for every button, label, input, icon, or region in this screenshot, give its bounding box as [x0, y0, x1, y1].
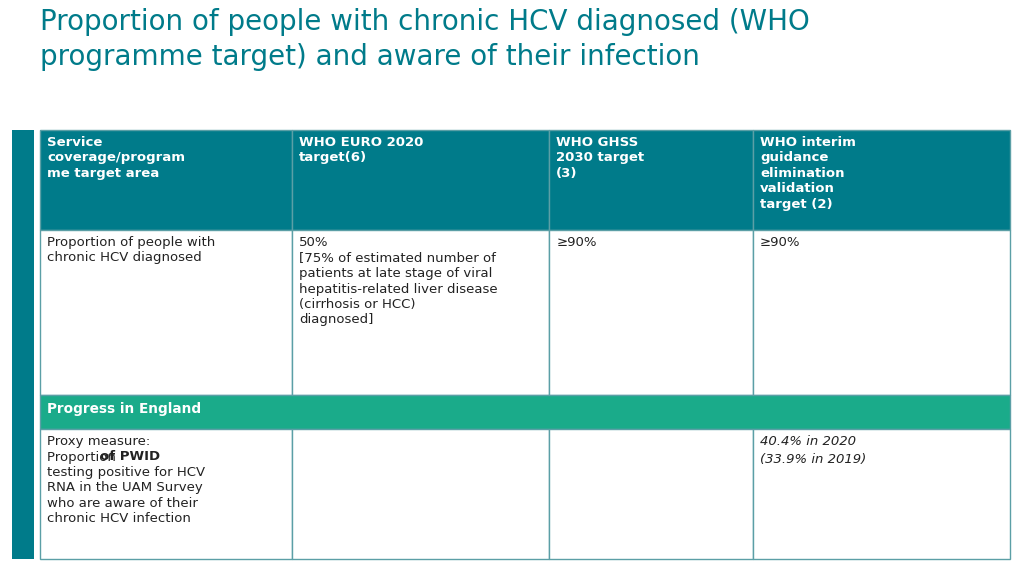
- Bar: [292, 429, 549, 559]
- Text: Service
coverage/program
me target area: Service coverage/program me target area: [47, 136, 185, 180]
- Bar: [753, 230, 1010, 395]
- Bar: [753, 429, 1010, 559]
- Bar: [549, 230, 753, 395]
- Bar: [549, 130, 753, 230]
- Text: Progress in England: Progress in England: [47, 402, 201, 416]
- Text: Proportion of people with
chronic HCV diagnosed: Proportion of people with chronic HCV di…: [47, 236, 215, 264]
- Text: WHO EURO 2020
target(6): WHO EURO 2020 target(6): [299, 136, 424, 165]
- Text: WHO interim
guidance
elimination
validation
target (2): WHO interim guidance elimination validat…: [760, 136, 856, 211]
- Text: Proportion: Proportion: [47, 450, 120, 464]
- Bar: [753, 130, 1010, 230]
- Text: WHO GHSS
2030 target
(3): WHO GHSS 2030 target (3): [556, 136, 644, 180]
- Text: chronic HCV infection: chronic HCV infection: [47, 513, 190, 525]
- Text: 40.4% in 2020
(33.9% in 2019): 40.4% in 2020 (33.9% in 2019): [760, 435, 866, 466]
- Text: 50%
[75% of estimated number of
patients at late stage of viral
hepatitis-relate: 50% [75% of estimated number of patients…: [299, 236, 498, 327]
- Text: testing positive for HCV: testing positive for HCV: [47, 466, 205, 479]
- Text: Proportion of people with chronic HCV diagnosed (WHO
programme target) and aware: Proportion of people with chronic HCV di…: [40, 8, 810, 71]
- Bar: [12, 130, 34, 559]
- Bar: [40, 429, 292, 559]
- Bar: [40, 130, 292, 230]
- Bar: [40, 395, 1010, 429]
- Text: ≥90%: ≥90%: [760, 236, 801, 249]
- Bar: [292, 230, 549, 395]
- Bar: [40, 230, 292, 395]
- Text: Proxy measure:: Proxy measure:: [47, 435, 151, 448]
- Text: of PWID: of PWID: [99, 450, 160, 464]
- Text: ≥90%: ≥90%: [556, 236, 597, 249]
- Text: RNA in the UAM Survey: RNA in the UAM Survey: [47, 482, 203, 495]
- Bar: [292, 130, 549, 230]
- Bar: [549, 429, 753, 559]
- Text: who are aware of their: who are aware of their: [47, 497, 198, 510]
